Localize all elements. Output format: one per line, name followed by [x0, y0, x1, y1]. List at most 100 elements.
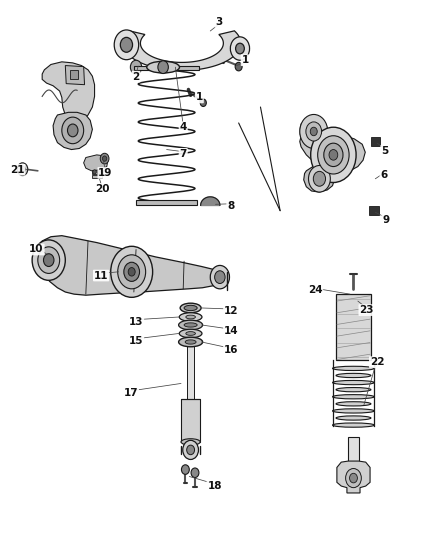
- Polygon shape: [84, 155, 108, 171]
- Circle shape: [346, 469, 361, 488]
- Text: 7: 7: [180, 149, 187, 159]
- Text: 22: 22: [370, 357, 384, 367]
- Circle shape: [43, 254, 54, 266]
- Text: 10: 10: [29, 245, 44, 254]
- Circle shape: [100, 154, 109, 164]
- Circle shape: [310, 127, 317, 136]
- Circle shape: [236, 43, 244, 54]
- Polygon shape: [42, 62, 95, 123]
- FancyBboxPatch shape: [369, 206, 379, 215]
- Ellipse shape: [336, 402, 371, 406]
- Text: 19: 19: [98, 168, 113, 178]
- Circle shape: [111, 246, 152, 297]
- Text: 12: 12: [224, 306, 238, 316]
- Ellipse shape: [181, 439, 200, 445]
- Polygon shape: [201, 197, 220, 205]
- Ellipse shape: [184, 305, 197, 311]
- Text: 5: 5: [381, 146, 389, 156]
- Circle shape: [230, 37, 250, 60]
- Circle shape: [329, 150, 338, 160]
- Text: 6: 6: [381, 170, 388, 180]
- Circle shape: [38, 247, 60, 273]
- Text: 20: 20: [95, 184, 109, 194]
- Circle shape: [97, 169, 101, 174]
- Polygon shape: [65, 66, 85, 85]
- Ellipse shape: [179, 329, 202, 338]
- Text: 14: 14: [224, 326, 239, 336]
- Ellipse shape: [179, 320, 203, 330]
- FancyBboxPatch shape: [348, 437, 359, 463]
- Text: 3: 3: [215, 17, 223, 27]
- Ellipse shape: [184, 323, 197, 327]
- Circle shape: [235, 62, 242, 71]
- FancyBboxPatch shape: [187, 343, 194, 402]
- FancyBboxPatch shape: [371, 138, 380, 146]
- Circle shape: [191, 468, 199, 478]
- Text: 13: 13: [129, 317, 143, 327]
- Ellipse shape: [336, 416, 371, 420]
- Circle shape: [102, 156, 107, 161]
- Polygon shape: [92, 169, 103, 174]
- Ellipse shape: [180, 303, 201, 313]
- Circle shape: [313, 171, 325, 186]
- Polygon shape: [300, 120, 365, 173]
- Ellipse shape: [185, 340, 196, 344]
- Ellipse shape: [332, 394, 374, 399]
- Polygon shape: [70, 70, 78, 79]
- Circle shape: [308, 165, 330, 192]
- FancyBboxPatch shape: [336, 294, 371, 360]
- Polygon shape: [123, 31, 241, 70]
- Polygon shape: [38, 236, 224, 295]
- Circle shape: [183, 440, 198, 459]
- Polygon shape: [304, 165, 335, 192]
- FancyBboxPatch shape: [181, 399, 200, 442]
- Ellipse shape: [179, 313, 202, 321]
- Polygon shape: [134, 66, 199, 70]
- Text: 9: 9: [382, 215, 389, 225]
- Circle shape: [131, 60, 142, 74]
- Ellipse shape: [332, 381, 374, 385]
- Polygon shape: [136, 200, 197, 205]
- Circle shape: [62, 117, 84, 144]
- Ellipse shape: [336, 373, 371, 377]
- Polygon shape: [53, 112, 92, 150]
- Circle shape: [311, 127, 356, 182]
- Circle shape: [306, 122, 321, 141]
- Circle shape: [210, 265, 230, 289]
- Circle shape: [93, 169, 96, 174]
- Circle shape: [187, 445, 194, 455]
- Circle shape: [324, 143, 343, 166]
- Text: 18: 18: [207, 481, 222, 491]
- Ellipse shape: [147, 61, 180, 73]
- Text: 4: 4: [180, 122, 187, 132]
- Ellipse shape: [332, 366, 374, 370]
- Ellipse shape: [332, 409, 374, 413]
- Circle shape: [215, 271, 225, 284]
- Ellipse shape: [186, 332, 195, 335]
- Circle shape: [20, 166, 25, 172]
- Circle shape: [300, 115, 328, 149]
- Text: 2: 2: [132, 72, 140, 82]
- Circle shape: [114, 30, 139, 60]
- Circle shape: [200, 99, 206, 107]
- Ellipse shape: [332, 423, 374, 427]
- Text: 1: 1: [242, 55, 249, 65]
- Circle shape: [17, 163, 28, 175]
- Circle shape: [128, 268, 135, 276]
- Circle shape: [350, 473, 357, 483]
- Ellipse shape: [336, 387, 371, 392]
- Polygon shape: [300, 118, 327, 146]
- Text: 16: 16: [224, 345, 238, 356]
- Text: 17: 17: [124, 388, 138, 398]
- Circle shape: [158, 61, 168, 74]
- Polygon shape: [92, 174, 102, 178]
- Text: 8: 8: [227, 201, 234, 211]
- Text: 23: 23: [359, 305, 374, 315]
- Ellipse shape: [179, 337, 203, 347]
- Text: 15: 15: [129, 336, 143, 346]
- Text: 21: 21: [10, 165, 25, 175]
- Text: 11: 11: [94, 271, 108, 280]
- Circle shape: [181, 465, 189, 474]
- Circle shape: [124, 262, 140, 281]
- Circle shape: [120, 37, 133, 52]
